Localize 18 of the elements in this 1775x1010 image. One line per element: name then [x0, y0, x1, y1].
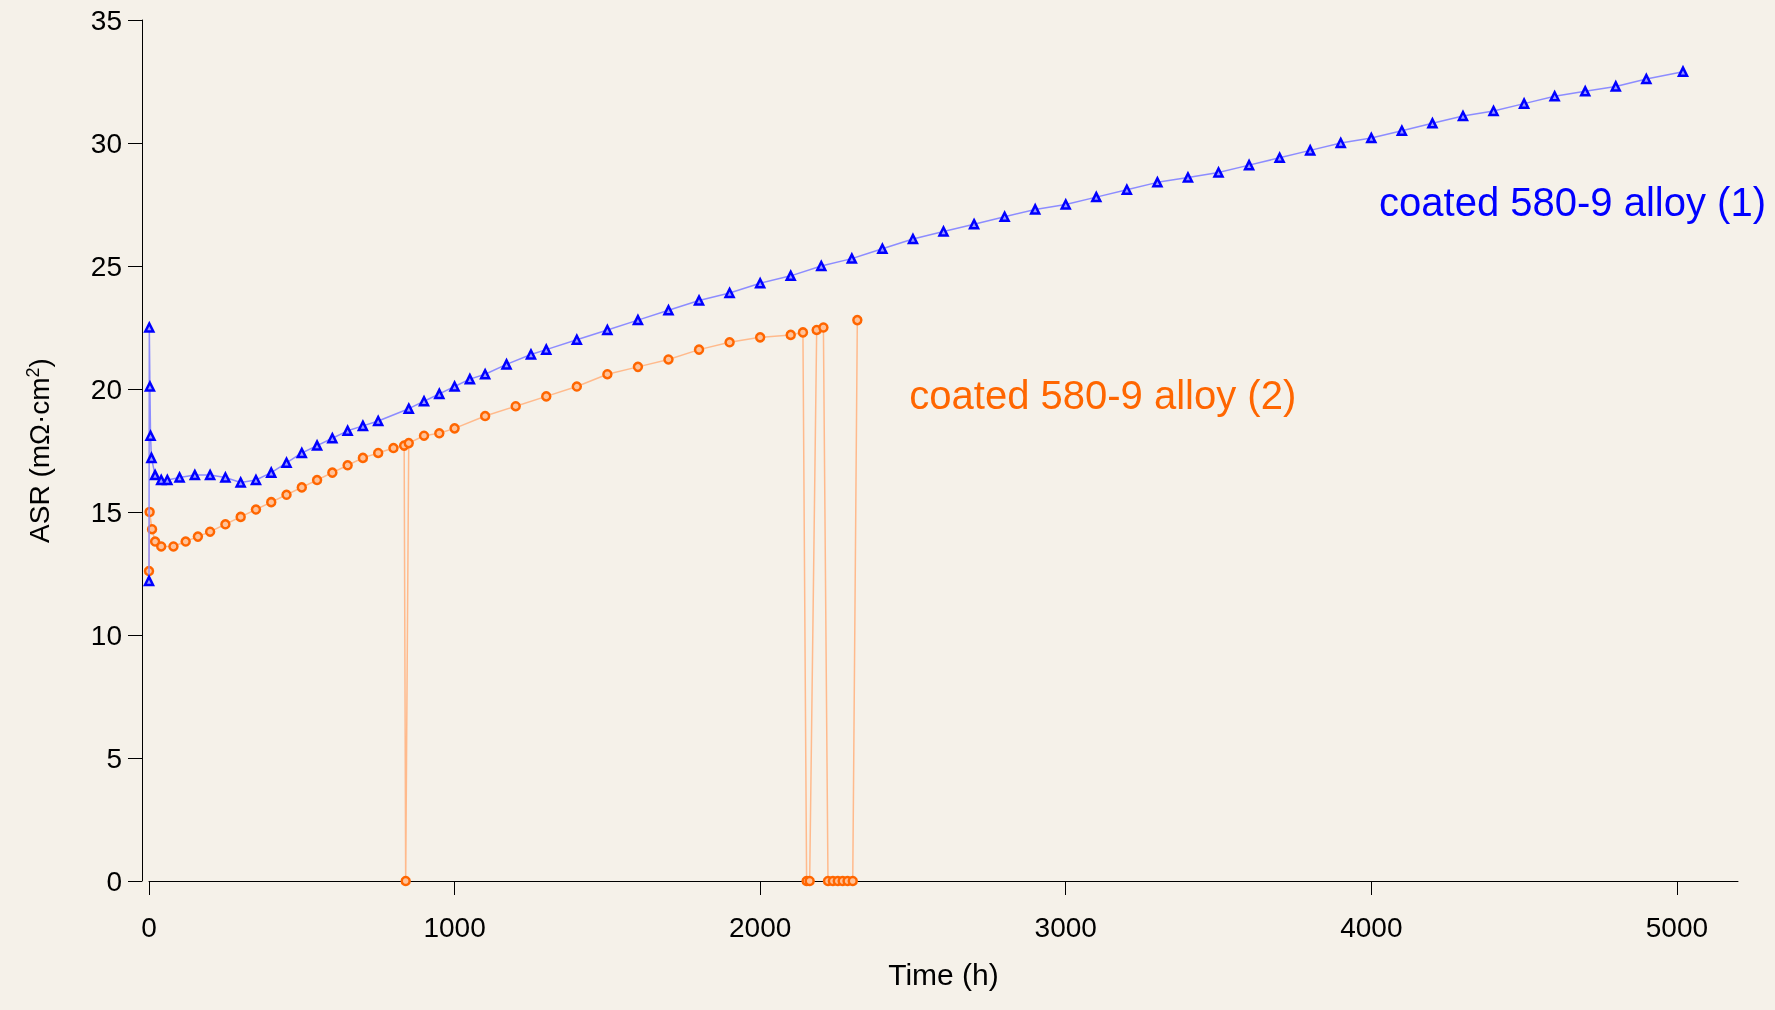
x-tick-label: 5000	[1645, 911, 1709, 943]
x-tick-label: 2000	[729, 911, 792, 943]
x-tick-label: 1000	[423, 911, 486, 943]
y-tick-label: 35	[90, 4, 122, 36]
x-tick-label: 0	[141, 911, 157, 943]
x-tick-label: 4000	[1340, 911, 1403, 943]
y-tick-label: 15	[90, 496, 122, 528]
y-tick-label: 30	[90, 127, 122, 159]
y-tick-label: 0	[106, 865, 122, 897]
y-tick-label: 5	[106, 742, 122, 774]
series-label: coated 580-9 alloy (1)	[1379, 179, 1766, 224]
series-label: coated 580-9 alloy (2)	[909, 373, 1297, 418]
y-tick-label: 25	[90, 250, 122, 282]
x-tick-label: 3000	[1034, 911, 1097, 943]
y-tick-label: 20	[90, 373, 122, 405]
y-axis-title: ASR (mΩ·cm2)	[23, 358, 55, 543]
y-tick-label: 10	[90, 619, 122, 651]
x-axis-title: Time (h)	[888, 957, 999, 991]
